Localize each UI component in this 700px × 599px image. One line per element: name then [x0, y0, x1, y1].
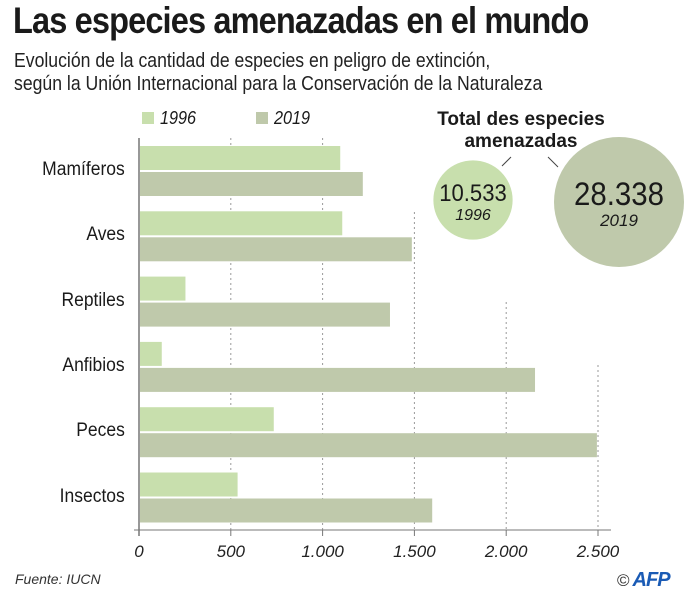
subtitle-line-2: según la Unión Internacional para la Con… — [14, 72, 543, 95]
bar-2019-2 — [140, 302, 390, 327]
bar-1996-3 — [140, 341, 162, 366]
category-label: Aves — [86, 224, 125, 246]
totals-title: Total des especies amenazadas — [437, 109, 605, 152]
bar-1996-1 — [140, 211, 343, 236]
category-label: Peces — [76, 420, 125, 442]
category-label: Reptiles — [61, 289, 125, 311]
total-1996-year: 1996 — [455, 207, 491, 224]
subtitle-line-1: Evolución de la cantidad de especies en … — [14, 49, 491, 72]
total-2019-year: 2019 — [600, 211, 638, 230]
total-circles — [433, 137, 684, 267]
category-label: Insectos — [59, 485, 125, 507]
bar-2019-1 — [140, 237, 412, 262]
total-1996-text: 10.533 1996 — [433, 181, 513, 225]
x-tick-label: 2.500 — [576, 542, 620, 561]
copyright-icon: © — [617, 570, 630, 590]
total-2019-value: 28.338 — [573, 176, 665, 212]
chart-title: Las especies amenazadas en el mundo — [13, 0, 589, 41]
grid-lines — [230, 138, 599, 530]
bar-1996-2 — [140, 276, 186, 301]
leader-line-1996 — [501, 156, 512, 167]
total-circle-2019 — [554, 137, 684, 267]
credit: © AFP — [617, 569, 671, 592]
total-1996-value: 10.533 — [439, 180, 507, 207]
bar-1996-5 — [140, 472, 238, 497]
legend-swatch-1996 — [142, 112, 154, 124]
x-axis: 0 500 1.000 1.500 2.000 2.500 — [134, 138, 620, 561]
category-label: Mamíferos — [42, 159, 125, 180]
bar-2019-0 — [140, 172, 363, 196]
leader-line-2019 — [547, 156, 559, 168]
bar-2019-4 — [140, 433, 597, 458]
afp-logo: AFP — [632, 569, 671, 591]
legend-item-1996: 1996 — [142, 108, 200, 128]
chart-subtitle: Evolución de la cantidad de especies en … — [14, 49, 542, 95]
x-tick-label: 2.000 — [484, 542, 528, 561]
x-tick-label: 0 — [134, 542, 144, 561]
total-circle-1996 — [433, 160, 513, 240]
bar-2019-3 — [140, 367, 536, 392]
bar-1996-0 — [140, 146, 341, 170]
legend-swatch-2019 — [256, 112, 268, 124]
source-note: Fuente: IUCN — [15, 571, 101, 587]
bars — [140, 146, 597, 523]
bar-2019-5 — [140, 498, 433, 523]
legend-label-1996: 1996 — [160, 107, 197, 128]
x-tick-label: 500 — [217, 542, 246, 561]
category-label: Anfibios — [62, 354, 125, 376]
legend-label-2019: 2019 — [274, 107, 311, 128]
x-tick-label: 1.000 — [301, 542, 344, 561]
bar-1996-4 — [140, 407, 274, 432]
legend-item-2019: 2019 — [256, 108, 314, 128]
x-tick-label: 1.500 — [393, 542, 436, 561]
total-2019-text: 28.338 2019 — [559, 177, 679, 231]
